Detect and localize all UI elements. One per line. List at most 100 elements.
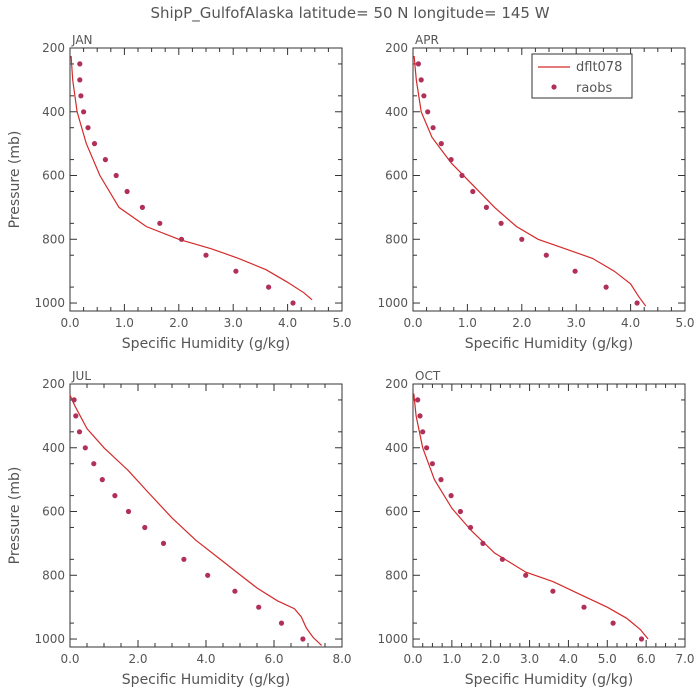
x-tick-label: 7.0 [675,652,694,666]
x-tick-label: 1.0 [442,652,461,666]
x-tick-label: 3.0 [520,652,539,666]
y-tick-label: 800 [42,232,65,246]
x-axis-title: Specific Humidity (g/kg) [122,672,290,688]
data-point-raobs [233,268,239,274]
x-axis-title: Specific Humidity (g/kg) [465,336,633,352]
data-point-raobs [266,284,272,290]
data-point-raobs [424,445,430,451]
x-tick-label: 8.0 [332,652,351,666]
x-tick-label: 1.0 [458,316,477,330]
panel-oct: OCT 0.0 1.0 2.0 3.0 4.0 5.0 6.0 7.0 200 400 600 800 1… [377,369,694,688]
panel-label: JUL [71,369,91,383]
data-point-raobs [420,429,426,435]
data-point-raobs [498,220,504,226]
x-tick-label: 2.0 [128,652,147,666]
x-tick-label: 4.0 [196,652,215,666]
data-point-raobs [417,413,423,419]
plot-frame [69,383,343,648]
data-point-raobs [425,109,431,115]
x-tick-label: 5.0 [332,316,351,330]
y-tick-label: 400 [385,441,408,455]
data-point-raobs [448,157,454,163]
data-point-raobs [448,493,454,499]
data-point-raobs [178,236,185,242]
x-tick-label: 6.0 [637,652,656,666]
panel-apr: APR 0.0 1.0 2.0 3.0 4.0 5.0 200 400 600 800 1000 Spe… [377,33,694,352]
data-point-raobs [610,620,616,626]
data-point-raobs [480,540,486,547]
series-line-dflt078 [69,394,323,646]
data-point-raobs [205,572,211,578]
data-point-raobs [415,61,421,67]
y-tick-label: 800 [385,568,408,582]
x-axis-title: Specific Humidity (g/kg) [122,336,290,352]
panel-label: OCT [415,369,441,383]
legend-marker-label: raobs [576,81,613,96]
legend: dflt078 raobs [531,53,633,99]
panel-label: JAN [71,33,93,47]
x-tick-label: 5.0 [598,652,617,666]
data-point-raobs [256,604,262,610]
data-point-raobs [124,188,130,195]
data-point-raobs [91,141,98,147]
x-axis-title: Specific Humidity (g/kg) [465,672,633,688]
y-tick-label: 1000 [34,632,65,646]
y-tick-label: 800 [42,568,65,582]
x-tick-label: 0.0 [60,652,79,666]
y-tick-label: 400 [385,105,408,119]
x-tick-label: 0.0 [403,652,422,666]
data-point-raobs [300,636,306,642]
data-point-raobs [634,300,640,306]
plot-frame [412,383,686,648]
series-line-dflt078 [413,393,649,640]
data-point-raobs [73,413,79,419]
data-point-raobs [519,236,525,242]
series-line-dflt078 [413,55,647,307]
legend-box [531,53,633,99]
panel-jan: JAN 0.0 1.0 2.0 3.0 4.0 5.0 200 400 600 800 1000 Spe… [7,33,352,352]
data-point-raobs [81,109,87,115]
data-point-raobs [77,77,83,83]
y-tick-label: 200 [385,377,408,391]
x-tick-label: 1.0 [115,316,134,330]
y-tick-label: 400 [42,105,65,119]
x-tick-label: 0.0 [60,316,79,330]
x-tick-label: 2.0 [481,652,500,666]
data-point-raobs [499,556,505,562]
data-point-raobs [415,397,421,403]
data-point-raobs [457,508,463,515]
data-point-raobs [181,556,187,562]
data-point-raobs [438,477,444,483]
figure-title: ShipP_GulfofAlaska latitude= 50 N longit… [150,4,549,23]
data-point-raobs [470,188,476,195]
x-tick-label: 4.0 [278,316,297,330]
data-point-raobs [232,588,238,594]
data-point-raobs [572,268,578,274]
data-point-raobs [290,300,296,306]
data-point-raobs [78,93,84,99]
data-point-raobs [82,445,88,451]
x-tick-label: 0.0 [403,316,422,330]
y-tick-label: 200 [385,41,408,55]
data-point-raobs [157,220,163,226]
data-point-raobs [638,636,645,642]
y-tick-label: 800 [385,232,408,246]
y-tick-label: 600 [42,505,65,519]
x-tick-label: 2.0 [169,316,188,330]
data-point-raobs [603,284,609,290]
data-point-raobs [91,461,97,467]
y-tick-label: 600 [42,169,65,183]
y-tick-label: 1000 [377,632,408,646]
data-point-raobs [76,429,83,435]
y-tick-label: 600 [385,505,408,519]
y-axis-title: Pressure (mb) [7,467,23,565]
data-point-raobs [77,61,83,67]
data-point-raobs [523,572,529,578]
data-point-raobs [438,141,444,147]
data-point-raobs [160,540,167,547]
data-point-raobs [278,620,285,626]
legend-line-label: dflt078 [576,60,622,75]
data-point-raobs [203,252,209,258]
y-tick-label: 1000 [34,296,65,310]
